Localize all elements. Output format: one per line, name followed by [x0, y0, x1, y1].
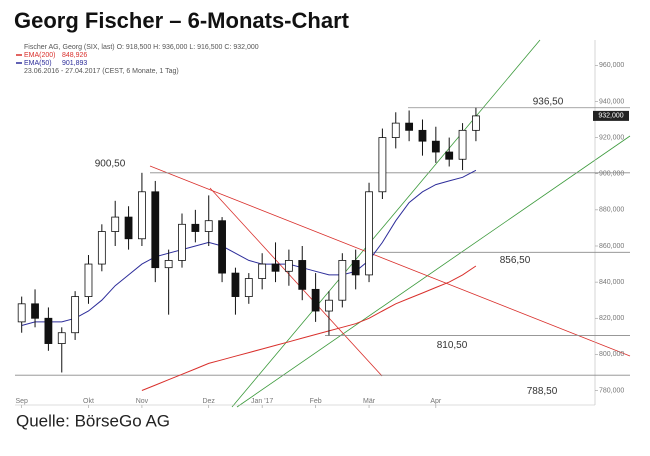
candle-body: [191, 223, 200, 232]
x-tick-label: Mär: [363, 398, 376, 405]
level-label: 788,50: [527, 386, 558, 397]
candle-body: [338, 260, 347, 301]
y-tick-label: 860,000: [599, 243, 624, 250]
candle-body: [17, 303, 26, 323]
level-label: 856,50: [500, 255, 531, 266]
candle-body: [391, 122, 400, 138]
candle-body: [124, 216, 133, 240]
last-price-label: 932,000: [598, 113, 623, 120]
source: Quelle: BörseGo AG: [16, 411, 170, 430]
ema-line: [141, 265, 477, 391]
level-label: 936,50: [533, 96, 564, 107]
candle-body: [298, 260, 307, 290]
drawn-trendlines: [149, 39, 631, 408]
y-tick-label: 800,000: [599, 351, 624, 358]
x-tick-label: Dez: [202, 398, 215, 405]
candle-body: [458, 129, 467, 160]
x-tick-label: Apr: [430, 398, 442, 405]
legend-value: 848,926: [62, 52, 87, 59]
y-tick-label: 780,000: [599, 387, 624, 394]
x-tick-label: Feb: [310, 398, 322, 405]
candle-body: [178, 223, 186, 261]
candle-body: [284, 260, 293, 272]
trendline: [231, 39, 541, 408]
candle-body: [351, 260, 360, 276]
candle-body: [258, 263, 267, 279]
candle-body: [431, 140, 440, 153]
candle-body: [378, 137, 387, 193]
candle-body: [244, 278, 253, 297]
legend-label: EMA(50): [24, 60, 52, 67]
x-tick-label: Nov: [136, 398, 149, 405]
candle-body: [418, 129, 427, 142]
candle-body: [84, 263, 93, 297]
candle-body: [164, 260, 173, 269]
candle-body: [311, 288, 320, 312]
chart-title: Georg Fischer – 6-Monats-Chart: [14, 8, 350, 33]
candle-body: [325, 299, 333, 312]
level-label: 810,50: [437, 340, 468, 351]
ema-line: [21, 169, 477, 326]
y-tick-label: 820,000: [599, 315, 624, 322]
y-tick-label: 940,000: [599, 98, 624, 105]
candle-body: [472, 115, 480, 131]
y-tick-label: 920,000: [599, 134, 624, 141]
y-tick-label: 880,000: [599, 207, 624, 214]
candle-body: [231, 272, 240, 297]
y-tick-label: 960,000: [599, 62, 624, 69]
level-label: 900,50: [95, 158, 126, 169]
candle-body: [111, 216, 120, 232]
info-line: Fischer AG, Georg (SIX, last) O: 918,500…: [24, 44, 259, 51]
x-tick-label: Sep: [15, 398, 28, 405]
trendline: [209, 187, 383, 377]
candle-body: [405, 122, 414, 131]
candle-body: [445, 151, 454, 160]
candle-body: [57, 332, 66, 344]
legend-label: EMA(200): [24, 52, 56, 59]
candle-body: [271, 263, 280, 272]
candle-body: [218, 220, 226, 274]
candle-body: [97, 231, 106, 265]
info-line: 23.06.2016 - 27.04.2017 (CEST, 6 Monate,…: [24, 68, 179, 75]
x-tick-label: Okt: [83, 398, 94, 405]
candle-body: [44, 317, 53, 344]
trendline: [236, 135, 631, 408]
y-tick-label: 900,000: [599, 171, 624, 178]
candle-body: [204, 220, 213, 232]
y-tick-label: 840,000: [599, 279, 624, 286]
candle-body: [138, 191, 146, 240]
last-price-tag: [593, 110, 629, 121]
x-tick-label: Jan '17: [251, 398, 273, 405]
legend-value: 901,893: [62, 60, 87, 67]
trendline: [149, 165, 631, 357]
candle-body: [365, 191, 373, 276]
candle-body: [31, 303, 39, 319]
candle-body: [71, 296, 80, 334]
candle-body: [151, 191, 160, 269]
